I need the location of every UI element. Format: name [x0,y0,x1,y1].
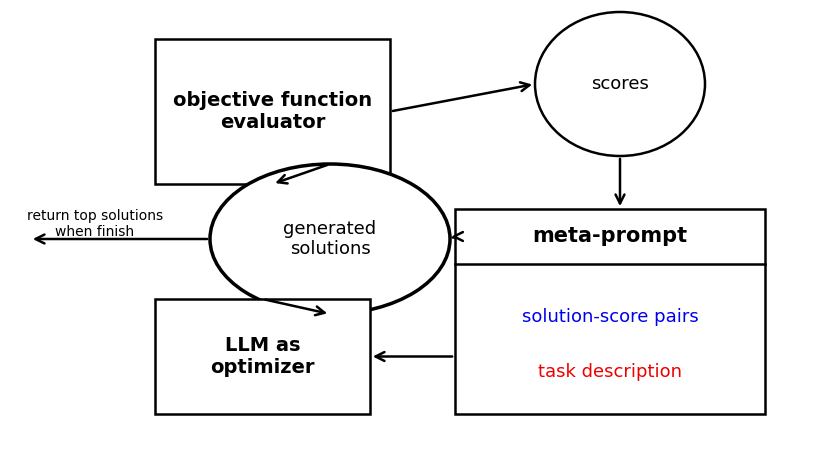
FancyBboxPatch shape [155,299,370,414]
Text: generated
solutions: generated solutions [283,220,376,258]
Text: objective function
evaluator: objective function evaluator [173,91,371,132]
Ellipse shape [534,12,704,156]
Text: return top solutions
when finish: return top solutions when finish [27,209,163,239]
Text: task description: task description [538,363,681,381]
Text: solution-score pairs: solution-score pairs [521,307,697,326]
Text: scores: scores [590,75,648,93]
FancyBboxPatch shape [455,209,764,414]
FancyBboxPatch shape [155,39,390,184]
Ellipse shape [210,164,449,314]
Text: LLM as
optimizer: LLM as optimizer [210,336,314,377]
Text: meta-prompt: meta-prompt [532,227,686,247]
